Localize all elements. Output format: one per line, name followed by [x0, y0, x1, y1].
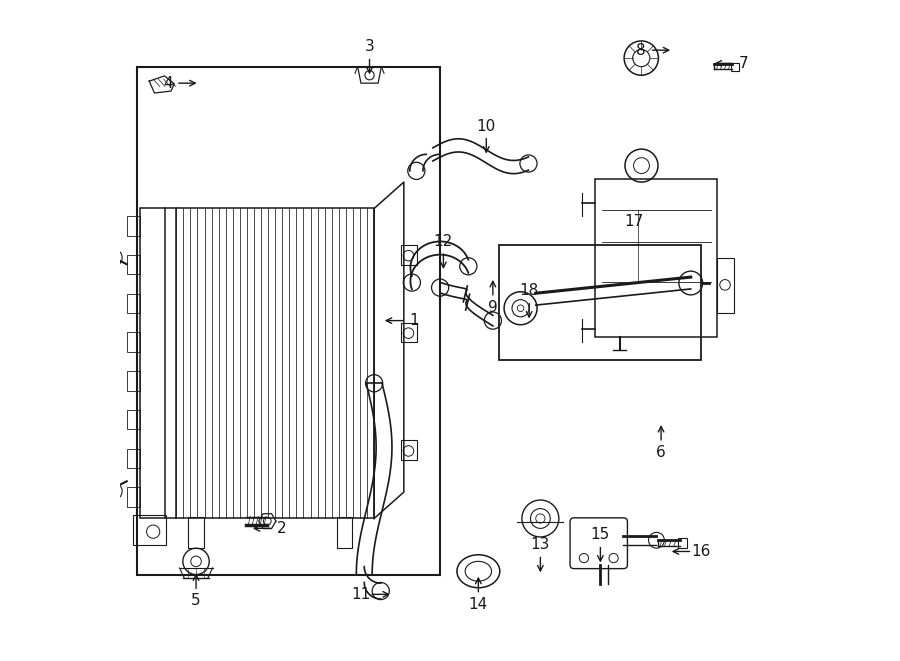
Bar	[337, 516, 353, 548]
Bar	[400, 440, 417, 460]
Text: 12: 12	[434, 234, 453, 249]
Text: 13: 13	[531, 537, 550, 553]
Text: 4: 4	[163, 75, 173, 91]
Bar	[127, 487, 140, 507]
Text: 2: 2	[277, 521, 286, 536]
Text: 11: 11	[351, 587, 371, 602]
Text: 17: 17	[625, 214, 643, 229]
Text: 3: 3	[364, 40, 374, 54]
Bar	[400, 245, 417, 265]
Bar	[127, 410, 140, 430]
Text: 8: 8	[636, 43, 646, 58]
Text: 18: 18	[519, 284, 539, 298]
Bar	[400, 323, 417, 342]
Bar	[127, 449, 140, 468]
Bar	[595, 178, 717, 337]
Text: 9: 9	[488, 300, 498, 315]
Text: 10: 10	[477, 118, 496, 134]
Text: 6: 6	[656, 445, 666, 460]
Bar	[717, 258, 734, 313]
Bar	[679, 538, 688, 547]
Text: 5: 5	[191, 594, 201, 608]
Bar	[127, 216, 140, 235]
Bar	[127, 255, 140, 274]
Bar	[127, 371, 140, 391]
Bar	[137, 67, 440, 574]
Text: 16: 16	[691, 544, 710, 559]
Text: 14: 14	[469, 597, 488, 611]
Bar	[500, 245, 701, 360]
Bar	[133, 515, 166, 545]
Text: 1: 1	[409, 313, 419, 328]
Bar	[140, 208, 165, 518]
Bar	[127, 293, 140, 313]
Bar	[188, 516, 204, 548]
Bar	[127, 332, 140, 352]
Text: 7: 7	[739, 56, 748, 71]
Bar	[731, 63, 739, 71]
Text: 15: 15	[590, 527, 610, 543]
